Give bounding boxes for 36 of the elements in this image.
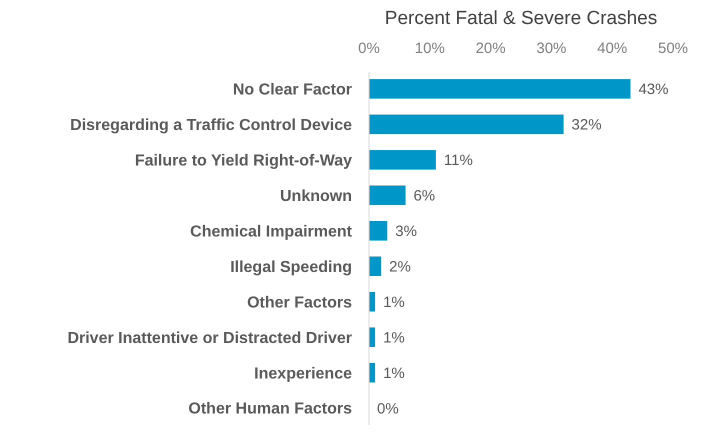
- data-label: 1%: [383, 329, 405, 346]
- data-label: 1%: [383, 294, 405, 311]
- bar: [369, 221, 388, 241]
- x-tick-label: 20%: [476, 40, 506, 57]
- y-tick-label: Failure to Yield Right-of-Way: [134, 152, 352, 170]
- x-tick-label: 40%: [597, 40, 628, 57]
- y-tick-label: Chemical Impairment: [190, 223, 353, 240]
- x-tick-label: 30%: [536, 40, 566, 57]
- y-tick-label: Other Factors: [247, 294, 352, 312]
- bar: [369, 362, 376, 382]
- x-tick-label: 50%: [658, 40, 688, 57]
- y-tick-label: Illegal Speeding: [230, 258, 352, 276]
- data-label: 32%: [572, 116, 602, 134]
- data-label: 3%: [395, 223, 417, 240]
- data-label: 43%: [638, 81, 668, 98]
- data-label: 1%: [383, 364, 405, 382]
- bar: [369, 327, 376, 347]
- bar: [369, 114, 564, 134]
- data-label: 6%: [413, 188, 436, 205]
- bar: [369, 256, 382, 276]
- y-tick-label: Unknown: [280, 188, 352, 205]
- y-tick-label: Disregarding a Traffic Control Device: [70, 116, 352, 134]
- x-tick-label: 0%: [358, 40, 380, 57]
- bar: [369, 150, 436, 170]
- data-label: 0%: [377, 400, 399, 418]
- y-tick-label: Other Human Factors: [188, 400, 352, 418]
- x-axis-title: Percent Fatal & Severe Crashes: [384, 8, 658, 29]
- y-tick-label: Inexperience: [254, 365, 352, 382]
- y-tick-label: Driver Inattentive or Distracted Driver: [67, 330, 352, 347]
- bar: [369, 292, 376, 312]
- y-tick-label: No Clear Factor: [232, 81, 352, 98]
- bar: [369, 186, 406, 206]
- x-tick-label: 10%: [414, 40, 445, 57]
- bar: [369, 79, 630, 99]
- data-label: 11%: [444, 152, 473, 170]
- data-label: 2%: [389, 258, 411, 276]
